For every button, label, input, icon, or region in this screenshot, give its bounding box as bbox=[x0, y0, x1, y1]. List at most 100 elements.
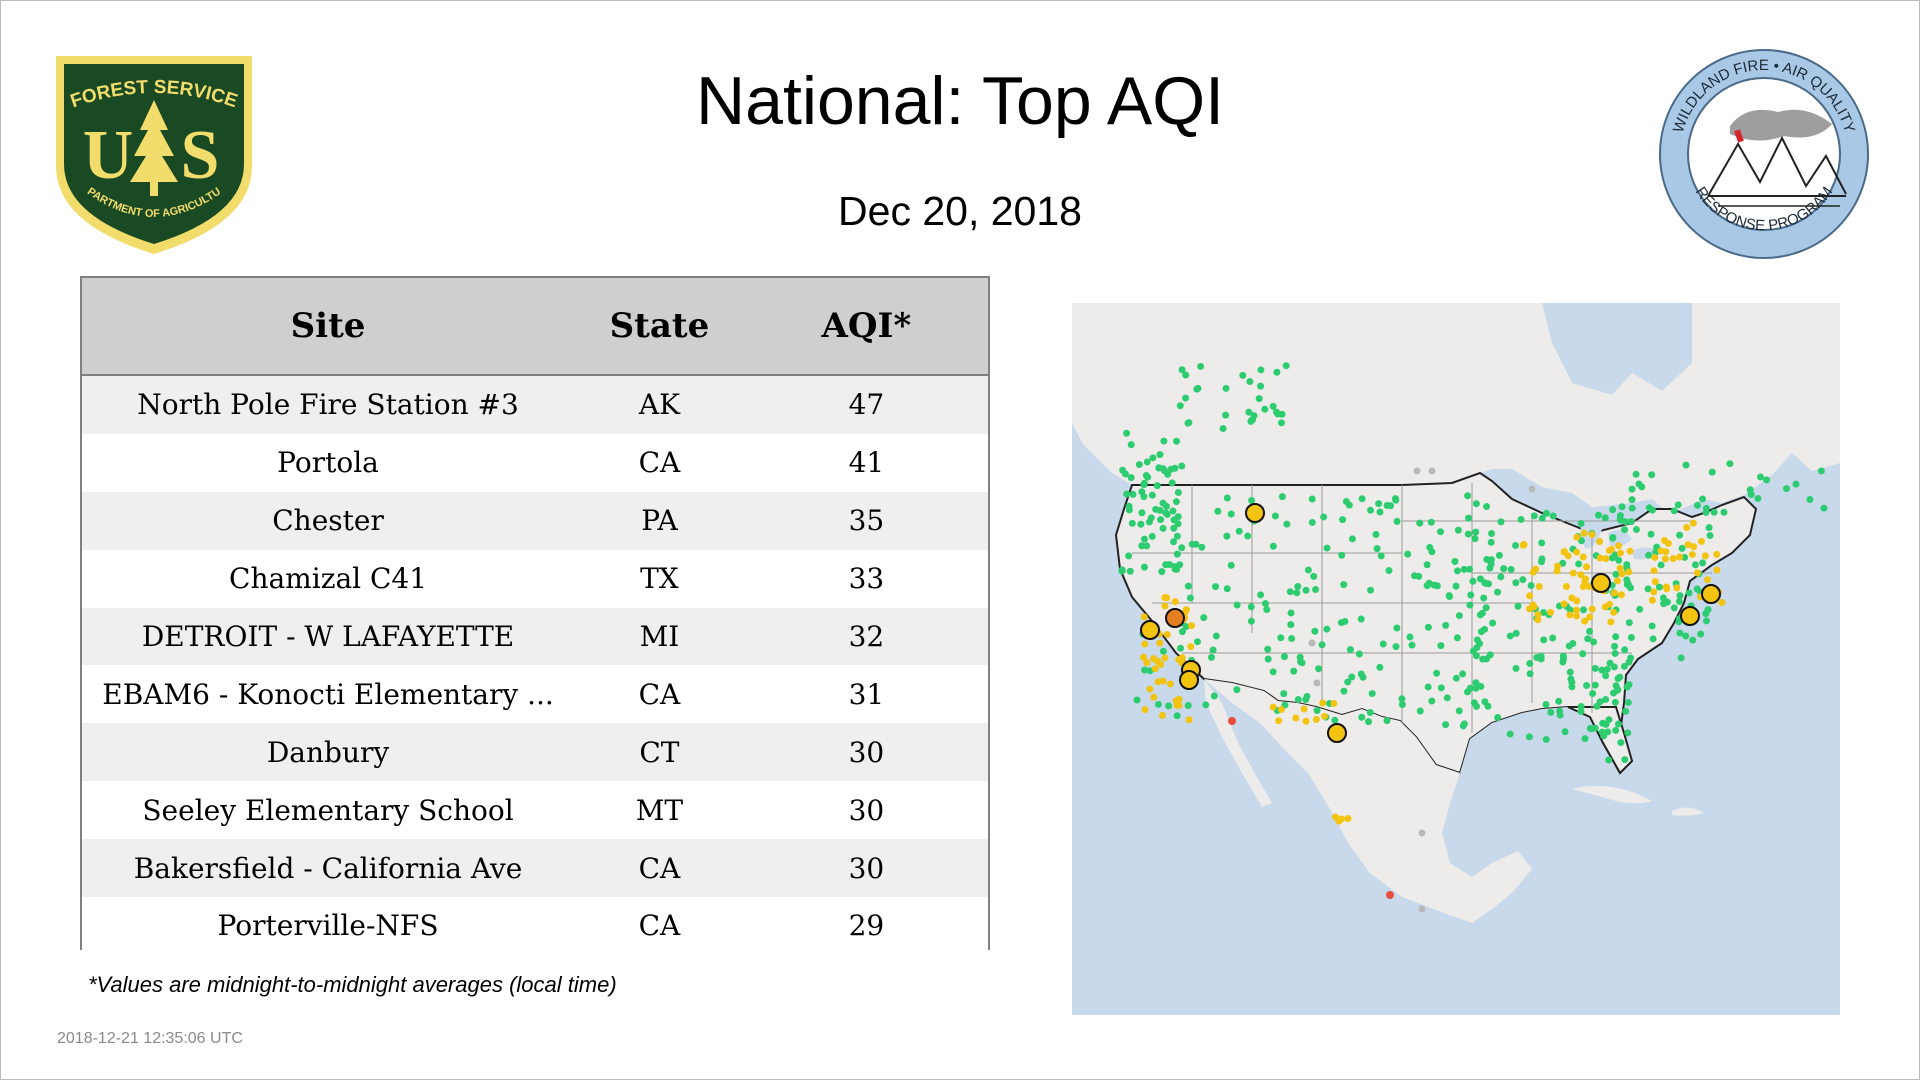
monitor-dot-good bbox=[1428, 697, 1436, 705]
monitor-dot-good bbox=[1591, 681, 1599, 689]
monitor-dot-good bbox=[1287, 609, 1295, 617]
monitor-dot-good bbox=[1699, 559, 1707, 567]
monitor-dot-good bbox=[1177, 644, 1185, 652]
monitor-dot-good bbox=[1477, 682, 1485, 690]
monitor-dot-good bbox=[1264, 655, 1272, 663]
monitor-dot-good bbox=[1194, 384, 1202, 392]
monitor-dot-good bbox=[1559, 559, 1567, 567]
monitor-dot-good bbox=[1154, 700, 1162, 708]
monitor-dot-moderate bbox=[1157, 660, 1165, 668]
monitor-dot-good bbox=[1465, 514, 1473, 522]
monitor-dot-good bbox=[1507, 565, 1515, 573]
monitor-dot-good bbox=[1165, 702, 1173, 710]
monitor-dot-good bbox=[1612, 726, 1620, 734]
monitor-dot-moderate bbox=[1175, 695, 1183, 703]
monitor-dot-good bbox=[1620, 662, 1628, 670]
monitor-dot-moderate bbox=[1662, 548, 1670, 556]
monitor-dot-good bbox=[1636, 605, 1644, 613]
monitor-dot-good bbox=[1598, 728, 1606, 736]
table-row: EBAM6 - Konocti Elementary ... CA 31 bbox=[82, 665, 988, 724]
monitor-dot-good bbox=[1443, 694, 1451, 702]
monitor-dot-good bbox=[1591, 664, 1599, 672]
monitor-dot-good bbox=[1340, 581, 1348, 589]
column-header-site: Site bbox=[82, 278, 575, 376]
monitor-dot-good bbox=[1158, 568, 1166, 576]
monitor-dot-good bbox=[1445, 592, 1453, 600]
monitor-dot-nodata bbox=[1313, 679, 1321, 687]
monitor-dot-good bbox=[1487, 538, 1495, 546]
monitor-dot-nodata bbox=[1308, 639, 1316, 647]
monitor-dot-good bbox=[1315, 665, 1323, 673]
monitor-dot-good bbox=[1674, 501, 1682, 509]
monitor-dot-good bbox=[1469, 577, 1477, 585]
monitor-dot-good bbox=[1611, 642, 1619, 650]
monitor-dot-good bbox=[1174, 489, 1182, 497]
monitor-dot-moderate bbox=[1688, 550, 1696, 558]
monitor-dot-good bbox=[1214, 507, 1222, 515]
monitor-dot-good bbox=[1368, 690, 1376, 698]
monitor-dot-unhealthy bbox=[1386, 891, 1394, 899]
monitor-dot-good bbox=[1153, 482, 1161, 490]
monitor-dot-good bbox=[1526, 670, 1534, 678]
monitor-dot-good bbox=[1611, 698, 1619, 706]
monitor-dot-good bbox=[1464, 530, 1472, 538]
monitor-dot-good bbox=[1549, 634, 1557, 642]
monitor-dot-good bbox=[1156, 451, 1164, 459]
monitor-dot-moderate bbox=[1535, 583, 1543, 591]
monitor-dot-moderate bbox=[1698, 537, 1706, 545]
monitor-dot-moderate bbox=[1275, 717, 1283, 725]
monitor-dot-good bbox=[1273, 368, 1281, 376]
monitor-dot-good bbox=[1308, 495, 1316, 503]
monitor-dot-good bbox=[1212, 583, 1220, 591]
monitor-dot-good bbox=[1186, 594, 1194, 602]
monitor-dot-good bbox=[1379, 640, 1387, 648]
monitor-dot-good bbox=[1542, 700, 1550, 708]
page-title: National: Top AQI bbox=[696, 63, 1224, 139]
monitor-dot-good bbox=[1263, 606, 1271, 614]
monitor-dot-good bbox=[1138, 488, 1146, 496]
monitor-dot-moderate bbox=[1713, 550, 1721, 558]
monitor-dot-good bbox=[1792, 480, 1800, 488]
monitor-dot-nodata bbox=[1418, 829, 1426, 837]
monitor-dot-moderate bbox=[1566, 611, 1574, 619]
monitor-dot-good bbox=[1193, 638, 1201, 646]
monitor-dot-moderate bbox=[1553, 562, 1561, 570]
monitor-dot-good bbox=[1159, 647, 1167, 655]
monitor-dot-moderate bbox=[1319, 699, 1327, 707]
monitor-dot-good bbox=[1603, 665, 1611, 673]
monitor-dot-moderate bbox=[1344, 815, 1352, 823]
monitor-dot-good bbox=[1676, 629, 1684, 637]
cell-site: Danbury bbox=[82, 723, 575, 782]
cell-state: CT bbox=[574, 723, 745, 782]
monitor-dot-moderate bbox=[1690, 543, 1698, 551]
monitor-dot-moderate bbox=[1606, 600, 1614, 608]
monitor-dot-good bbox=[1480, 594, 1488, 602]
monitor-dot-good bbox=[1119, 466, 1127, 474]
monitor-dot-good bbox=[1464, 492, 1472, 500]
monitor-dot-good bbox=[1627, 654, 1635, 662]
cell-state: TX bbox=[574, 549, 745, 608]
monitor-dot-good bbox=[1495, 551, 1503, 559]
monitor-dot-good bbox=[1142, 472, 1150, 480]
monitor-dot-good bbox=[1538, 558, 1546, 566]
monitor-dot-moderate bbox=[1141, 706, 1149, 714]
monitor-dot-good bbox=[1627, 633, 1635, 641]
monitor-dot-moderate bbox=[1185, 716, 1193, 724]
monitor-dot-good bbox=[1681, 553, 1689, 561]
monitor-dot-good bbox=[1460, 565, 1468, 573]
monitor-dot-good bbox=[1543, 509, 1551, 517]
monitor-dot-good bbox=[1346, 646, 1354, 654]
monitor-dot-good bbox=[1702, 504, 1710, 512]
monitor-dot-good bbox=[1188, 540, 1196, 548]
monitor-dot-good bbox=[1302, 586, 1310, 594]
monitor-dot-moderate bbox=[1651, 578, 1659, 586]
monitor-dot-good bbox=[1294, 583, 1302, 591]
monitor-dot-good bbox=[1566, 668, 1574, 676]
monitor-dot-good bbox=[1398, 695, 1406, 703]
monitor-dot-good bbox=[1255, 395, 1263, 403]
monitor-dot-moderate bbox=[1615, 542, 1623, 550]
monitor-dot-moderate bbox=[1178, 654, 1186, 662]
monitor-dot-moderate bbox=[1158, 711, 1166, 719]
monitor-dot-good bbox=[1670, 507, 1678, 515]
monitor-dot-moderate bbox=[1175, 701, 1183, 709]
